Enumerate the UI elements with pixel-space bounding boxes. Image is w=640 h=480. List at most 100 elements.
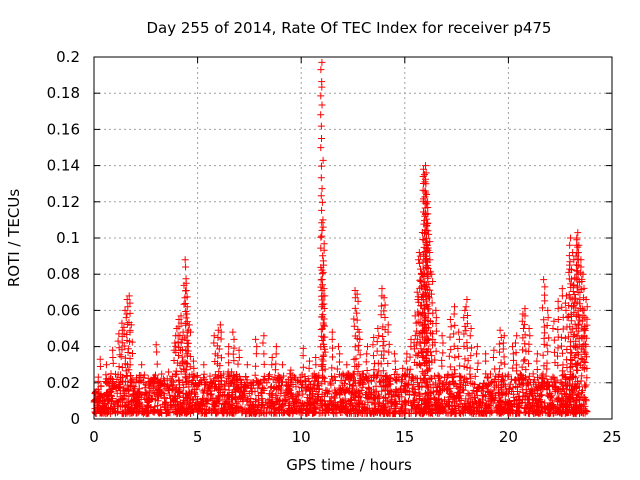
- data-point-cluster: [565, 252, 573, 260]
- data-point: [473, 343, 481, 351]
- data-point-cluster: [377, 311, 385, 319]
- data-point-cluster: [549, 325, 557, 332]
- data-point-cluster: [525, 347, 533, 355]
- data-point-cluster: [474, 359, 482, 367]
- data-point-cluster: [216, 362, 224, 370]
- data-point: [328, 328, 336, 336]
- data-point: [364, 343, 372, 351]
- data-point-cluster: [318, 332, 326, 340]
- data-point-cluster: [423, 238, 431, 246]
- data-point: [558, 285, 566, 293]
- data-point: [312, 353, 320, 361]
- data-point-cluster: [464, 357, 472, 365]
- data-point-cluster: [489, 353, 497, 361]
- data-point-cluster: [370, 352, 378, 360]
- data-point-cluster: [554, 344, 562, 352]
- data-point-cluster: [392, 365, 400, 373]
- data-point-cluster: [317, 174, 325, 182]
- y-axis-label: ROTI / TECUs: [5, 189, 23, 287]
- data-point-cluster: [424, 366, 432, 374]
- data-point-cluster: [567, 355, 575, 363]
- data-point-cluster: [318, 83, 326, 91]
- data-point-cluster: [575, 321, 583, 329]
- data-point-cluster: [318, 296, 326, 304]
- data-point-cluster: [544, 348, 552, 356]
- data-point-cluster: [582, 342, 590, 350]
- data-point-cluster: [182, 286, 190, 294]
- data-point-cluster: [521, 321, 529, 329]
- data-point: [138, 361, 146, 369]
- data-point: [482, 350, 490, 358]
- data-point-cluster: [318, 135, 326, 143]
- data-point-cluster: [426, 256, 434, 264]
- data-point: [319, 216, 327, 224]
- data-point-cluster: [467, 352, 475, 360]
- data-point-cluster: [519, 346, 527, 354]
- data-point-cluster: [463, 320, 471, 328]
- data-point: [225, 343, 233, 351]
- data-point-cluster: [186, 363, 194, 371]
- data-point-cluster: [422, 169, 430, 177]
- data-point-cluster: [355, 361, 363, 369]
- data-point-cluster: [497, 359, 505, 367]
- data-point: [419, 165, 427, 173]
- data-point-cluster: [379, 342, 387, 350]
- data-point-cluster: [573, 348, 581, 356]
- data-point-cluster: [109, 353, 117, 361]
- data-point-cluster: [573, 360, 581, 368]
- data-point-cluster: [217, 354, 225, 362]
- data-point: [229, 328, 237, 336]
- data-point: [423, 191, 431, 199]
- data-point-cluster: [126, 355, 134, 363]
- data-point-cluster: [320, 315, 328, 323]
- data-point-cluster: [466, 364, 474, 372]
- data-point-cluster: [406, 365, 414, 373]
- data-point-cluster: [215, 368, 223, 376]
- data-point-cluster: [317, 144, 325, 152]
- data-point-cluster: [230, 357, 238, 365]
- data-point-cluster: [418, 349, 426, 357]
- data-point: [425, 230, 433, 238]
- data-point-cluster: [451, 354, 459, 362]
- data-point-cluster: [580, 326, 588, 334]
- data-point-cluster: [183, 332, 191, 340]
- data-point-cluster: [272, 350, 280, 358]
- data-point: [353, 290, 361, 298]
- data-point-cluster: [179, 346, 187, 354]
- data-point-cluster: [126, 328, 134, 336]
- data-point-cluster: [544, 314, 552, 322]
- data-point-cluster: [299, 363, 307, 371]
- data-point-cluster: [554, 305, 562, 313]
- data-point: [463, 296, 471, 304]
- data-point-cluster: [253, 343, 261, 351]
- data-point: [334, 343, 342, 351]
- data-point-cluster: [518, 363, 526, 371]
- data-point-cluster: [318, 198, 326, 206]
- data-point-cluster: [183, 293, 191, 301]
- plot-frame: [93, 56, 613, 420]
- data-point-cluster: [572, 267, 580, 275]
- data-point-cluster: [415, 330, 423, 338]
- data-point: [500, 332, 508, 340]
- data-point-cluster: [317, 66, 325, 74]
- data-point-cluster: [175, 323, 183, 331]
- data-point-cluster: [384, 360, 392, 368]
- data-point-cluster: [545, 334, 553, 342]
- data-point-cluster: [446, 363, 454, 371]
- data-point-cluster: [432, 319, 440, 327]
- data-point-cluster: [577, 263, 585, 271]
- data-point-cluster: [182, 263, 190, 271]
- data-point-cluster: [432, 327, 440, 335]
- data-point-cluster: [370, 366, 378, 374]
- data-point-cluster: [381, 301, 389, 309]
- data-point: [413, 288, 421, 296]
- data-point-cluster: [217, 328, 225, 336]
- data-point-cluster: [460, 342, 468, 350]
- data-point: [287, 366, 295, 374]
- data-point-cluster: [350, 355, 358, 363]
- data-point-cluster: [320, 240, 328, 248]
- data-point: [415, 248, 423, 256]
- data-point-cluster: [447, 323, 455, 331]
- data-point-cluster: [574, 243, 582, 251]
- data-point-cluster: [460, 314, 468, 322]
